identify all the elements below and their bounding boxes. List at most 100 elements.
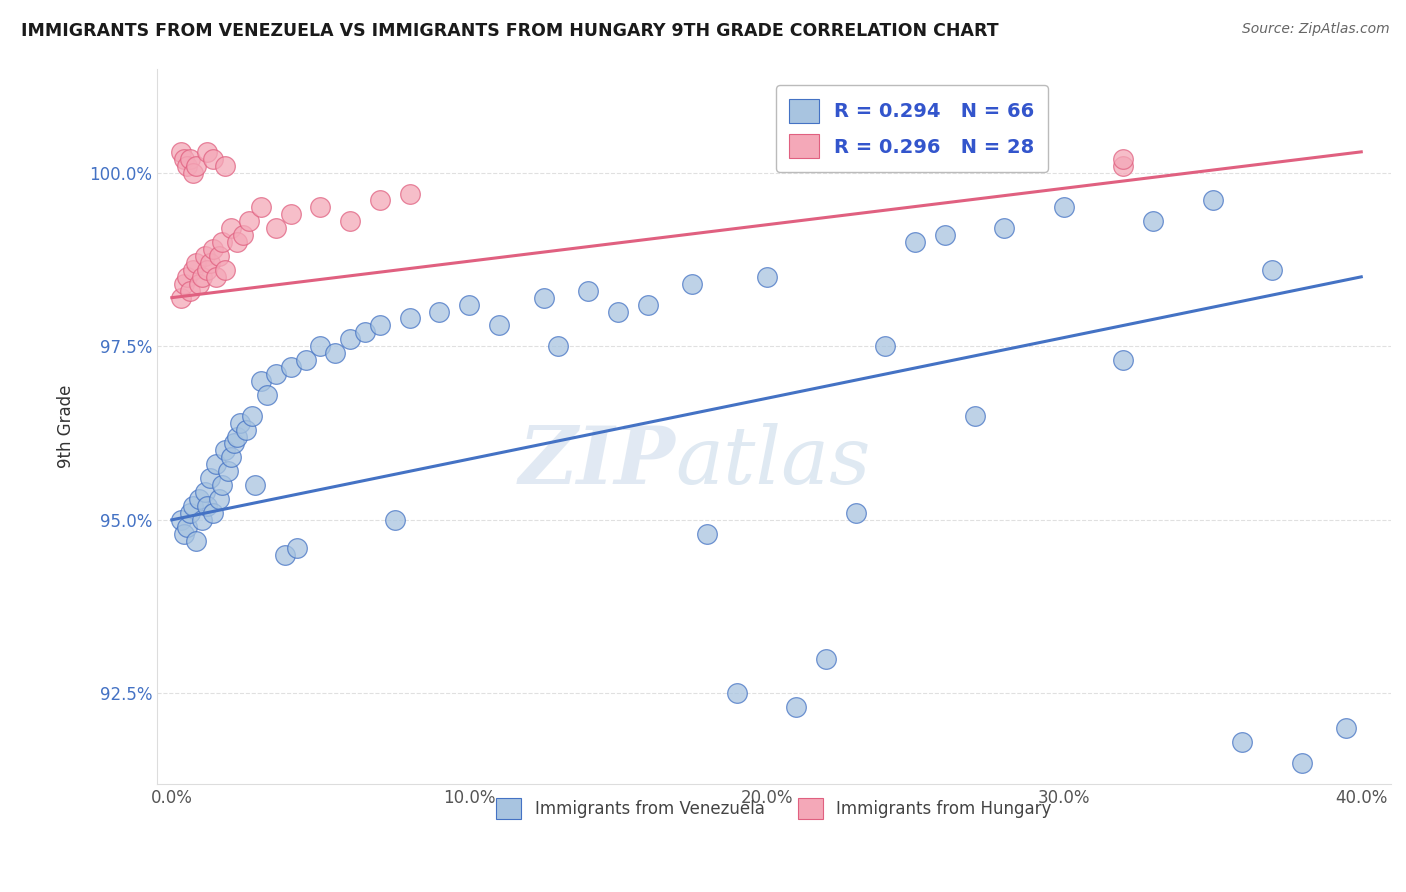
Point <box>339 214 361 228</box>
Point <box>533 291 555 305</box>
Point <box>264 367 287 381</box>
Point <box>235 423 257 437</box>
Point <box>547 339 569 353</box>
Point <box>197 263 219 277</box>
Point <box>488 318 510 333</box>
Point <box>280 360 302 375</box>
Point <box>170 145 193 159</box>
Point <box>205 269 228 284</box>
Point <box>202 506 225 520</box>
Text: Source: ZipAtlas.com: Source: ZipAtlas.com <box>1241 22 1389 37</box>
Point <box>219 450 242 465</box>
Text: IMMIGRANTS FROM VENEZUELA VS IMMIGRANTS FROM HUNGARY 9TH GRADE CORRELATION CHART: IMMIGRANTS FROM VENEZUELA VS IMMIGRANTS … <box>21 22 998 40</box>
Point <box>211 235 233 249</box>
Point <box>226 429 249 443</box>
Point <box>1112 152 1135 166</box>
Point <box>875 339 897 353</box>
Point <box>384 513 406 527</box>
Point <box>696 526 718 541</box>
Point <box>202 242 225 256</box>
Point <box>173 277 195 291</box>
Point <box>214 159 236 173</box>
Point <box>250 201 273 215</box>
Point <box>256 388 278 402</box>
Point <box>1201 194 1223 208</box>
Point <box>208 249 231 263</box>
Point <box>176 269 198 284</box>
Point <box>755 269 778 284</box>
Point <box>1142 214 1164 228</box>
Point <box>181 499 204 513</box>
Point <box>339 332 361 346</box>
Point <box>197 499 219 513</box>
Point <box>993 221 1015 235</box>
Point <box>202 152 225 166</box>
Point <box>637 297 659 311</box>
Point <box>264 221 287 235</box>
Point <box>309 201 332 215</box>
Text: ZIP: ZIP <box>519 423 675 500</box>
Point <box>170 291 193 305</box>
Point <box>193 485 215 500</box>
Point <box>184 533 207 548</box>
Point <box>226 235 249 249</box>
Point <box>238 214 260 228</box>
Point <box>325 346 347 360</box>
Point <box>187 491 209 506</box>
Point <box>211 478 233 492</box>
Point <box>429 304 451 318</box>
Point <box>934 228 956 243</box>
Point <box>200 471 222 485</box>
Point <box>219 221 242 235</box>
Point <box>173 152 195 166</box>
Point <box>681 277 703 291</box>
Point <box>1291 756 1313 770</box>
Point <box>368 194 391 208</box>
Point <box>240 409 263 423</box>
Point <box>200 256 222 270</box>
Point <box>179 506 201 520</box>
Point <box>309 339 332 353</box>
Point <box>814 652 837 666</box>
Point <box>243 478 266 492</box>
Point <box>1261 263 1284 277</box>
Point <box>458 297 481 311</box>
Point <box>576 284 599 298</box>
Point <box>179 284 201 298</box>
Point <box>1053 201 1076 215</box>
Point <box>229 416 252 430</box>
Point <box>232 228 254 243</box>
Point <box>214 263 236 277</box>
Point <box>205 458 228 472</box>
Y-axis label: 9th Grade: 9th Grade <box>58 384 75 467</box>
Point <box>217 464 239 478</box>
Point <box>173 526 195 541</box>
Point <box>274 548 297 562</box>
Point <box>845 506 868 520</box>
Point <box>190 513 212 527</box>
Point <box>224 436 246 450</box>
Point <box>280 207 302 221</box>
Text: atlas: atlas <box>675 423 870 500</box>
Point <box>176 520 198 534</box>
Point <box>1232 735 1254 749</box>
Point <box>285 541 308 555</box>
Point <box>181 166 204 180</box>
Point <box>214 443 236 458</box>
Point <box>368 318 391 333</box>
Point <box>250 374 273 388</box>
Point <box>170 513 193 527</box>
Point <box>398 311 420 326</box>
Point <box>294 353 316 368</box>
Point <box>179 152 201 166</box>
Legend: Immigrants from Venezuela, Immigrants from Hungary: Immigrants from Venezuela, Immigrants fr… <box>489 792 1059 825</box>
Point <box>187 277 209 291</box>
Point <box>725 686 748 700</box>
Point <box>606 304 628 318</box>
Point <box>190 269 212 284</box>
Point <box>904 235 927 249</box>
Point <box>1112 353 1135 368</box>
Point <box>1112 159 1135 173</box>
Point <box>184 159 207 173</box>
Point <box>193 249 215 263</box>
